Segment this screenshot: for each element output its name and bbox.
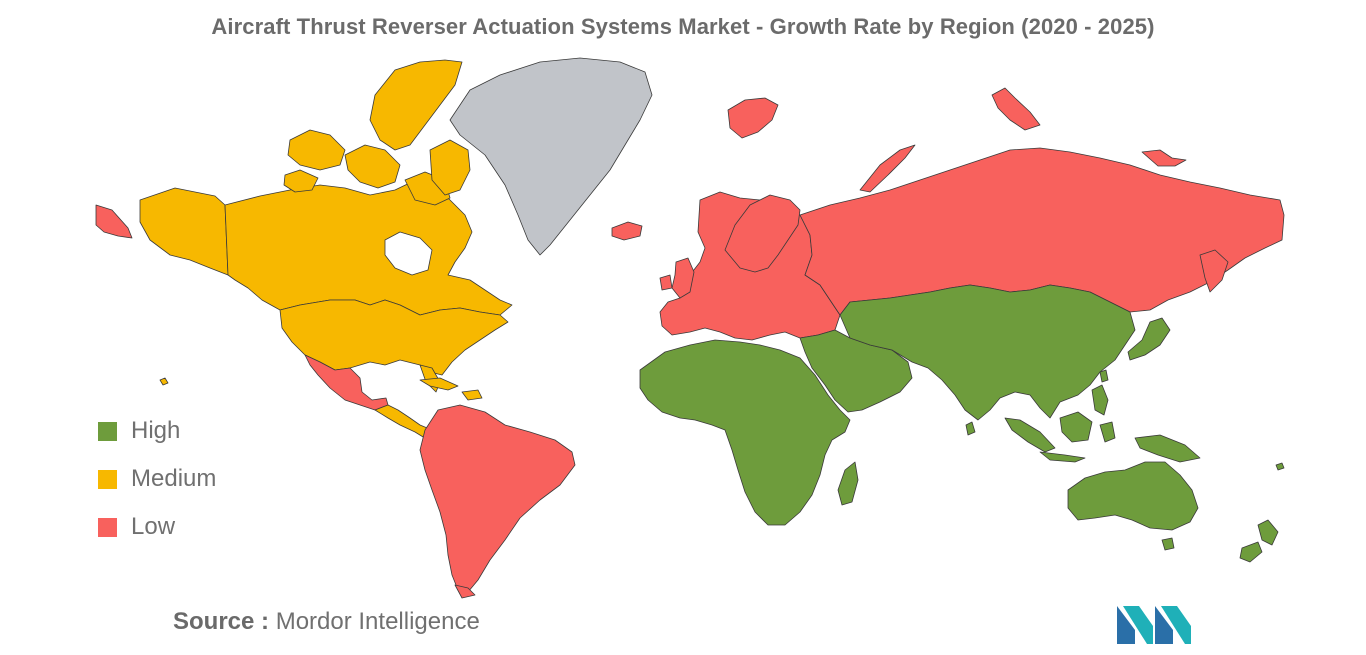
- region-tasmania: [1161, 537, 1175, 551]
- logo-shape-right: [1161, 606, 1191, 644]
- region-mexico: [304, 354, 389, 411]
- region-alaska: [139, 187, 229, 276]
- legend-label-medium: Medium: [131, 465, 217, 492]
- region-philippines: [1091, 384, 1109, 416]
- region-canadian-arctic: [369, 59, 463, 151]
- region-sri-lanka: [965, 421, 976, 436]
- region-australia: [1067, 461, 1199, 531]
- region-uk: [671, 257, 695, 299]
- chart-title: Aircraft Thrust Reverser Actuation Syste…: [211, 14, 1155, 39]
- region-borneo: [1059, 411, 1093, 443]
- region-java: [1039, 451, 1086, 463]
- region-new-zealand-south: [1239, 541, 1263, 563]
- region-middle-east: [799, 329, 913, 413]
- region-canadian-arctic-2: [287, 129, 346, 171]
- region-taiwan: [1099, 369, 1109, 383]
- region-ireland: [659, 274, 673, 291]
- region-cuba: [419, 377, 459, 391]
- region-new-zealand-north: [1257, 519, 1279, 546]
- region-svalbard: [727, 97, 779, 139]
- logo-shape-mid-left: [1123, 606, 1153, 644]
- logo-shape-left: [1117, 606, 1135, 644]
- region-hispaniola: [461, 389, 483, 401]
- source-prefix: Source :: [173, 608, 270, 635]
- region-iceland: [611, 221, 643, 241]
- mordor-intelligence-logo: [1117, 606, 1191, 644]
- region-baffin: [429, 139, 471, 196]
- region-canadian-arctic-4: [283, 169, 319, 193]
- world-map: [0, 50, 1366, 600]
- region-fiji: [1275, 462, 1285, 471]
- region-kamchatka: [1199, 249, 1229, 293]
- legend-swatch-low: [98, 517, 117, 537]
- region-alaska-west-tip: [95, 204, 133, 239]
- region-canada: [224, 177, 513, 316]
- legend-swatch-high: [98, 421, 117, 441]
- region-indonesia: [1004, 417, 1056, 453]
- region-japan: [1127, 317, 1171, 361]
- region-canadian-arctic-3: [344, 144, 401, 189]
- region-madagascar: [837, 461, 859, 506]
- region-south-america: [419, 404, 576, 593]
- region-hawaii: [159, 377, 169, 386]
- region-africa: [639, 339, 851, 526]
- region-scandinavia: [724, 194, 801, 273]
- legend-item-high: High: [98, 407, 216, 455]
- legend: High Medium Low: [98, 407, 216, 551]
- region-sulawesi: [1099, 421, 1116, 443]
- legend-label-high: High: [131, 417, 181, 444]
- region-novaya-zemlya: [859, 144, 916, 193]
- legend-swatch-medium: [98, 469, 117, 489]
- region-greenland: [449, 57, 653, 256]
- hudson-bay: [384, 231, 433, 276]
- legend-item-low: Low: [98, 503, 216, 551]
- logo-shape-mid-right: [1155, 606, 1173, 644]
- region-tierra-del-fuego: [454, 584, 476, 599]
- legend-item-medium: Medium: [98, 455, 216, 503]
- source-name: Mordor Intelligence: [275, 608, 480, 635]
- region-new-siberian: [1141, 149, 1187, 167]
- region-new-guinea: [1134, 434, 1201, 463]
- source-note: Source : Mordor Intelligence: [173, 608, 480, 636]
- legend-label-low: Low: [131, 513, 176, 540]
- region-franz-josef: [991, 87, 1041, 131]
